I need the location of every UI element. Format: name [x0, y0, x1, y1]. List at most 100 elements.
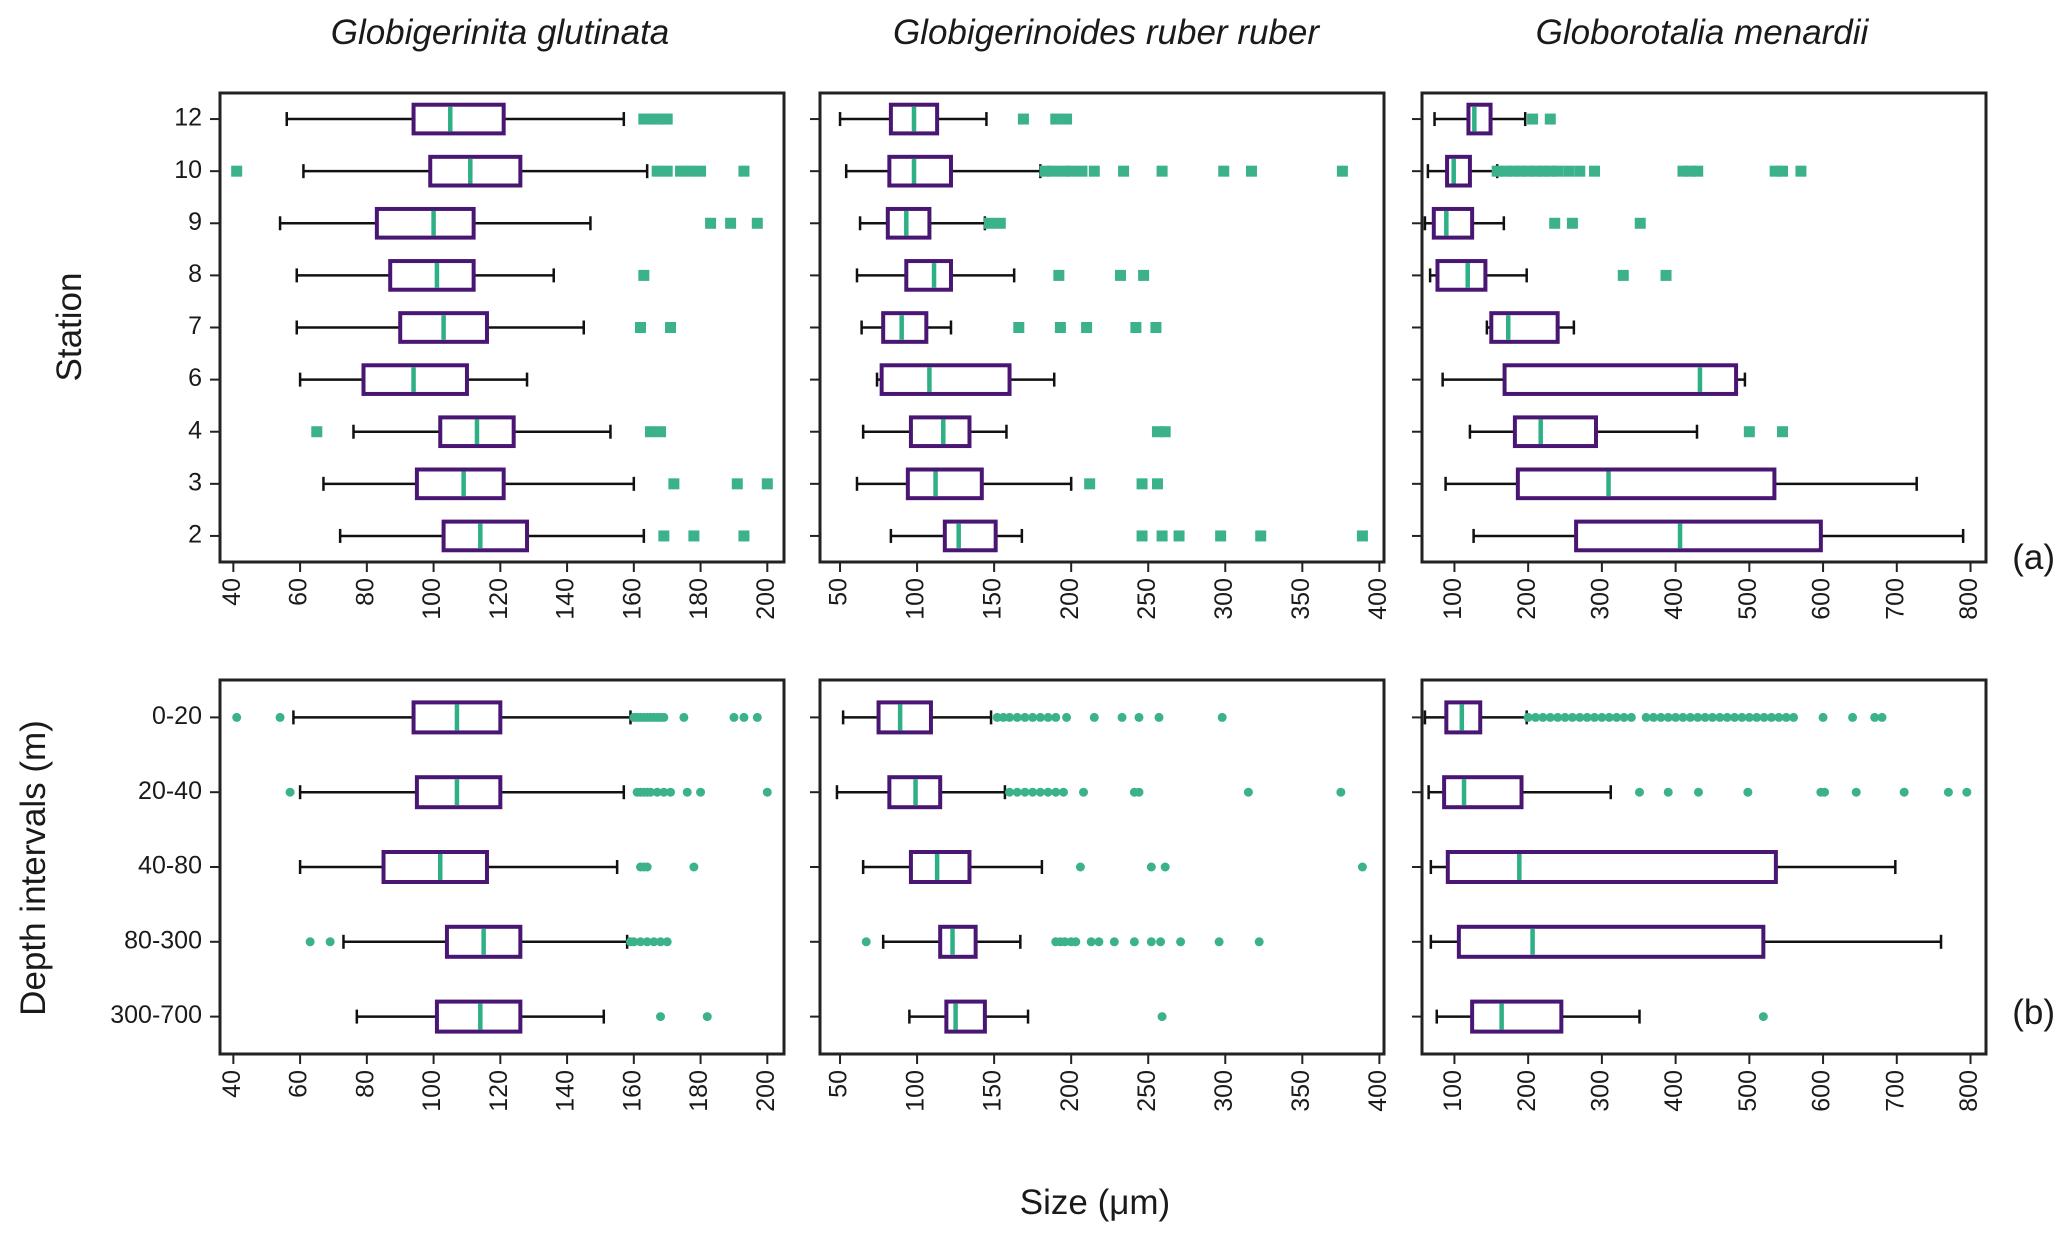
y-tick-label: 300-700 — [110, 1001, 202, 1029]
outlier-point — [1527, 113, 1539, 125]
outlier-point — [1146, 937, 1156, 947]
y-tick-label: 0-20 — [152, 702, 202, 730]
box-7 — [860, 311, 1162, 344]
outlier-point — [1051, 787, 1061, 797]
panel-a2: 50 100 150 200 250 300 350 400 — [810, 91, 1392, 620]
x-tick-label: 350 — [1287, 578, 1315, 620]
iqr-box — [411, 700, 503, 735]
outlier-point — [1043, 787, 1053, 797]
outlier-point — [642, 937, 652, 947]
outlier-point — [1156, 165, 1168, 177]
box-20-40 — [835, 775, 1346, 810]
outlier-point — [659, 787, 669, 797]
iqr-box — [1515, 467, 1777, 501]
outlier-point — [1005, 787, 1015, 797]
iqr-box — [944, 999, 987, 1034]
outlier-point — [1157, 1012, 1167, 1022]
x-tick-label: 60 — [285, 1070, 313, 1098]
outlier-point — [1538, 712, 1548, 722]
outlier-point — [1076, 165, 1088, 177]
outlier-point — [275, 712, 285, 722]
outlier-point — [1079, 787, 1089, 797]
x-tick-label: 800 — [1955, 1070, 1983, 1112]
iqr-box — [942, 519, 998, 553]
outlier-point — [1582, 712, 1592, 722]
outlier-point — [1545, 712, 1555, 722]
x-tick-label: 250 — [1133, 1070, 1161, 1112]
outlier-point — [998, 712, 1008, 722]
panel-frame — [818, 678, 1386, 1056]
outlier-point — [1151, 426, 1163, 438]
y-tick-label: 7 — [188, 312, 202, 340]
outlier-point — [1566, 217, 1578, 229]
outlier-point — [1151, 478, 1163, 490]
x-tick-label: 100 — [1439, 578, 1467, 620]
iqr-box — [444, 924, 523, 959]
outlier-point — [675, 165, 687, 177]
outlier-point — [738, 530, 750, 542]
outlier-point — [1017, 113, 1029, 125]
x-tick-label: 200 — [752, 578, 780, 620]
outlier-point — [1820, 787, 1830, 797]
box-300-700 — [1435, 999, 1768, 1034]
iqr-box — [441, 519, 530, 553]
outlier-point — [655, 426, 667, 438]
box-10 — [1426, 154, 1807, 188]
x-tick-label: 180 — [685, 1070, 713, 1112]
x-tick-label: 80 — [351, 1070, 379, 1098]
outlier-point — [1159, 426, 1171, 438]
outlier-point — [1028, 712, 1038, 722]
outlier-point — [695, 165, 707, 177]
outlier-point — [1549, 217, 1561, 229]
x-tick-label: 50 — [825, 1070, 853, 1098]
outlier-point — [685, 165, 697, 177]
box-0-20 — [1423, 700, 1887, 735]
y-tick-label: 20-40 — [138, 777, 202, 805]
iqr-box — [887, 775, 943, 810]
outlier-point — [1065, 165, 1077, 177]
box-2 — [338, 519, 750, 553]
outlier-point — [1684, 165, 1696, 177]
x-tick-label: 600 — [1808, 578, 1836, 620]
box-10 — [844, 154, 1348, 188]
ylabel-station: Station — [50, 273, 89, 382]
outlier-point — [1612, 712, 1622, 722]
outlier-point — [645, 426, 657, 438]
xlabel-size: Size (μm) — [1020, 1183, 1170, 1222]
iqr-box — [908, 415, 972, 449]
outlier-point — [1075, 862, 1085, 872]
box-4 — [311, 415, 667, 449]
outlier-point — [1693, 787, 1703, 797]
box-40-80 — [1429, 850, 1897, 884]
iqr-box — [1444, 700, 1483, 735]
box-12 — [838, 102, 1073, 136]
outlier-point — [1752, 712, 1762, 722]
outlier-point — [1035, 712, 1045, 722]
outlier-point — [325, 937, 335, 947]
x-tick-label: 100 — [1439, 1070, 1467, 1112]
outlier-point — [652, 787, 662, 797]
box-12 — [1433, 102, 1556, 136]
x-tick-label: 200 — [1513, 578, 1541, 620]
outlier-point — [1641, 712, 1651, 722]
box-3 — [1444, 467, 1918, 501]
x-tick-label: 40 — [218, 1070, 246, 1098]
outlier-point — [668, 478, 680, 490]
x-tick-label: 600 — [1808, 1070, 1836, 1112]
y-tick-label: 3 — [188, 468, 202, 496]
row-tag-a: (a) — [2012, 538, 2055, 577]
x-tick-label: 100 — [902, 1070, 930, 1112]
box-40-80 — [298, 850, 699, 884]
outlier-point — [1707, 712, 1717, 722]
outlier-point — [1759, 712, 1769, 722]
iqr-box — [381, 850, 489, 884]
outlier-point — [1020, 712, 1030, 722]
outlier-point — [1962, 787, 1972, 797]
outlier-point — [1061, 113, 1073, 125]
outlier-point — [1336, 165, 1348, 177]
outlier-point — [1530, 165, 1542, 177]
outlier-point — [1617, 269, 1629, 281]
outlier-point — [1544, 113, 1556, 125]
outlier-point — [1818, 712, 1828, 722]
